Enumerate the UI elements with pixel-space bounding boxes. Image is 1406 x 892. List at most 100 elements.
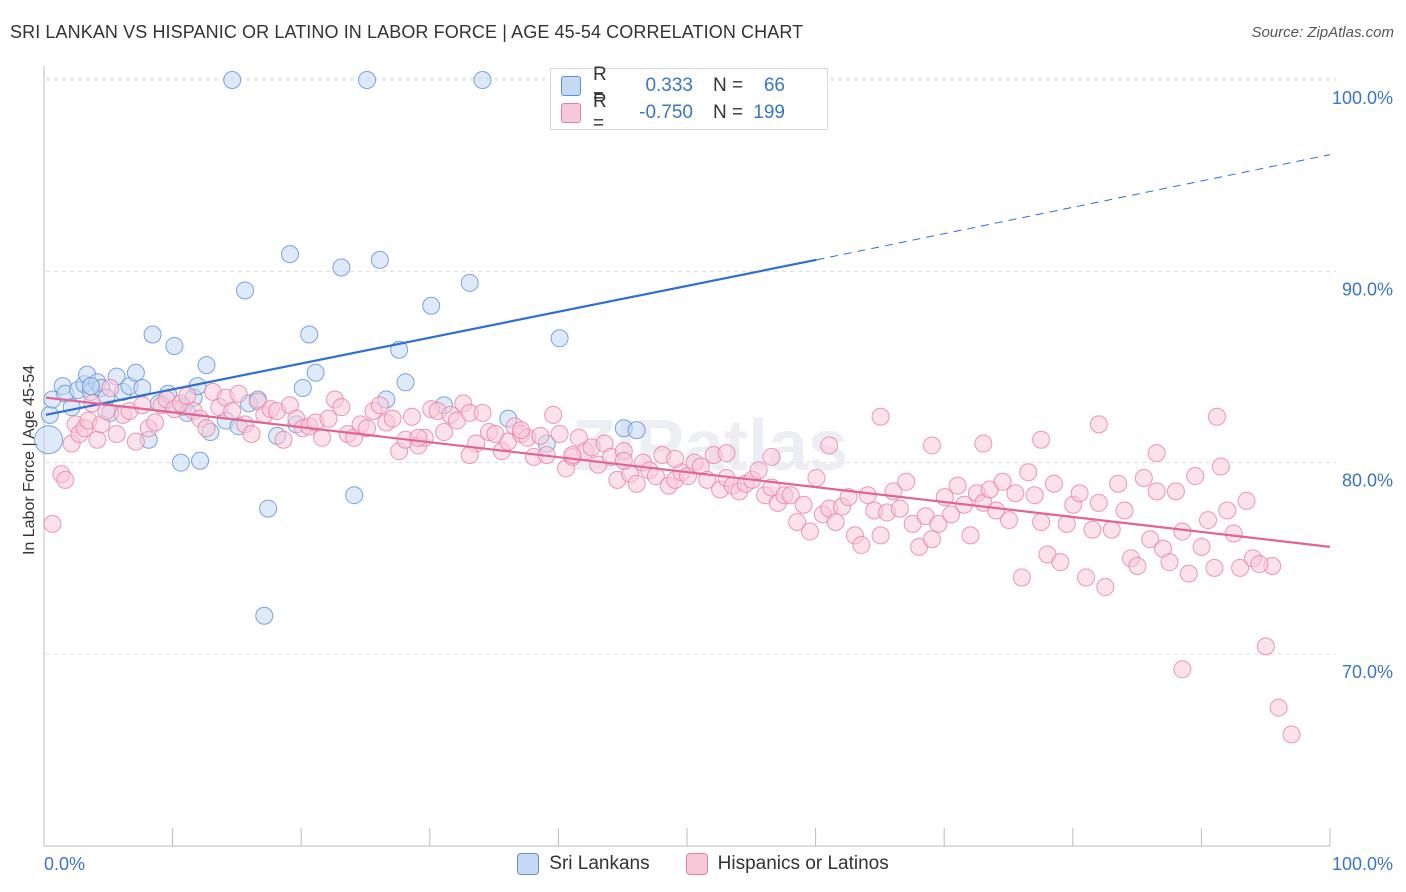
point-hispanics: [897, 472, 916, 491]
n-value: 199: [753, 102, 785, 123]
point-hispanics: [614, 451, 633, 470]
point-sri-lankans: [81, 377, 100, 396]
trend-line-sri-lankans: [45, 258, 817, 416]
point-sri-lankans: [460, 273, 479, 292]
legend-label: Sri Lankans: [549, 853, 650, 874]
point-hispanics: [929, 514, 948, 533]
point-sri-lankans: [126, 363, 145, 382]
point-hispanics: [1173, 522, 1192, 541]
point-hispanics: [1208, 407, 1227, 426]
r-label: R =: [593, 64, 607, 107]
point-hispanics: [1032, 512, 1051, 531]
n-label: N =: [713, 102, 744, 123]
point-hispanics: [512, 421, 531, 440]
point-sri-lankans: [332, 258, 351, 277]
point-hispanics: [1134, 468, 1153, 487]
point-sri-lankans: [550, 329, 569, 348]
point-hispanics: [794, 495, 813, 514]
r-value: 0.333: [645, 75, 693, 96]
point-hispanics: [1231, 558, 1250, 577]
point-hispanics: [313, 428, 332, 447]
point-hispanics: [820, 436, 839, 455]
point-sri-lankans: [259, 499, 278, 518]
point-hispanics: [197, 419, 216, 438]
point-hispanics: [332, 398, 351, 417]
point-sri-lankans: [293, 379, 312, 398]
point-hispanics: [88, 430, 107, 449]
point-hispanics: [1147, 482, 1166, 501]
point-hispanics: [1192, 537, 1211, 556]
point-hispanics: [460, 446, 479, 465]
legend-swatch-hispanics: [685, 853, 708, 875]
stats-legend: R = 0.333 N = 66 R = -0.750 N = 199: [550, 64, 828, 134]
legend-swatch-hispanics: [561, 103, 581, 123]
point-sri-lankans: [171, 453, 190, 472]
point-hispanics: [1256, 637, 1275, 656]
point-hispanics: [1173, 660, 1192, 679]
point-hispanics: [852, 535, 871, 554]
point-sri-lankans: [345, 486, 364, 505]
point-hispanics: [627, 474, 646, 493]
trend-lines: [45, 154, 1331, 548]
point-hispanics: [1166, 482, 1185, 501]
point-sri-lankans: [255, 606, 274, 625]
point-hispanics: [890, 499, 909, 518]
point-hispanics: [749, 461, 768, 480]
point-sri-lankans: [300, 325, 319, 344]
x-tick-label: 0.0%: [44, 854, 85, 874]
legend-item-hispanics[interactable]: Hispanics or Latinos: [685, 853, 889, 875]
point-hispanics: [858, 486, 877, 505]
point-hispanics: [948, 476, 967, 495]
point-hispanics: [435, 423, 454, 442]
tick-labels: 70.0% 80.0% 90.0% 100.0% 0.0% 100.0%: [44, 88, 1393, 874]
point-hispanics: [56, 470, 75, 489]
r-value: -0.750: [639, 102, 693, 123]
point-hispanics: [550, 424, 569, 443]
point-hispanics: [1032, 430, 1051, 449]
point-sri-lankans: [143, 325, 162, 344]
axes: [43, 66, 1331, 847]
n-value: 66: [763, 75, 785, 96]
point-hispanics: [242, 424, 261, 443]
source-label: Source: ZipAtlas.com: [1251, 24, 1394, 41]
y-tick-label: 90.0%: [1342, 279, 1393, 299]
point-hispanics: [178, 386, 197, 405]
y-tick-label: 80.0%: [1342, 471, 1393, 491]
point-hispanics: [1019, 463, 1038, 482]
point-hispanics: [1147, 444, 1166, 463]
point-hispanics: [1186, 467, 1205, 486]
trend-extension-sri-lankans: [816, 154, 1331, 261]
point-hispanics: [1115, 501, 1134, 520]
legend-item-sri-lankans[interactable]: Sri Lankans: [517, 853, 650, 875]
point-hispanics: [987, 501, 1006, 520]
point-hispanics: [1006, 484, 1025, 503]
point-hispanics: [1224, 524, 1243, 543]
point-hispanics: [1083, 520, 1102, 539]
legend-swatch-sri-lankans: [561, 76, 581, 96]
legend-label: Hispanics or Latinos: [717, 853, 889, 874]
point-hispanics: [922, 530, 941, 549]
point-hispanics: [383, 409, 402, 428]
point-hispanics: [358, 419, 376, 438]
point-hispanics: [402, 407, 421, 426]
legend-row-hispanics: R = -0.750 N = 199: [561, 91, 785, 134]
point-hispanics: [146, 413, 165, 432]
point-hispanics: [781, 486, 800, 505]
point-hispanics: [229, 384, 248, 403]
point-hispanics: [1250, 555, 1269, 574]
grid-lines: [46, 77, 1336, 655]
point-hispanics: [1089, 415, 1108, 434]
point-sri-lankans: [306, 363, 325, 382]
y-tick-label: 100.0%: [1332, 88, 1393, 108]
point-hispanics: [666, 449, 685, 468]
point-hispanics: [974, 434, 993, 453]
point-hispanics: [1179, 564, 1198, 583]
point-hispanics: [717, 444, 736, 463]
data-points: [34, 71, 1301, 744]
point-hispanics: [1282, 725, 1301, 744]
point-hispanics: [871, 526, 890, 545]
point-hispanics: [922, 436, 941, 455]
point-hispanics: [961, 526, 980, 545]
point-sri-lankans: [165, 336, 184, 355]
